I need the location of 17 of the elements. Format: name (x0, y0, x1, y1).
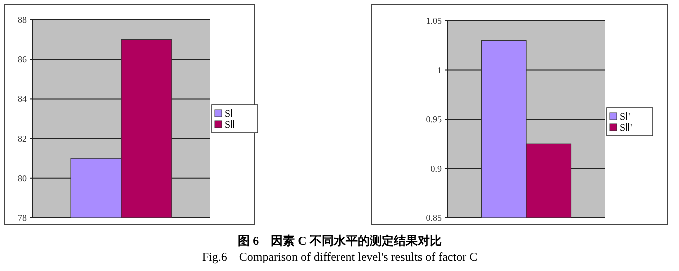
y-tick-label: 1 (438, 65, 442, 76)
y-tick-label: 86 (18, 54, 28, 65)
y-tick-label: 0.95 (426, 114, 442, 124)
legend-label: SⅡ (225, 120, 236, 131)
caption: 图 6 因素 C 不同水平的测定结果对比 (238, 234, 442, 248)
y-tick-label: 88 (18, 15, 28, 25)
y-tick-label: 0.85 (426, 213, 442, 223)
caption: Fig.6 Comparison of different level's results of factor C (202, 250, 478, 264)
legend-label: SⅡ' (620, 123, 633, 134)
y-tick-label: 80 (18, 173, 28, 184)
y-tick-label: 78 (18, 213, 28, 223)
legend-label: SⅠ' (620, 112, 631, 123)
legend-label: SⅠ (225, 109, 234, 120)
y-tick-label: 84 (18, 94, 28, 104)
y-tick-label: 82 (18, 134, 27, 144)
y-tick-label: 0.9 (430, 164, 442, 174)
y-tick-label: 1.05 (426, 16, 442, 26)
